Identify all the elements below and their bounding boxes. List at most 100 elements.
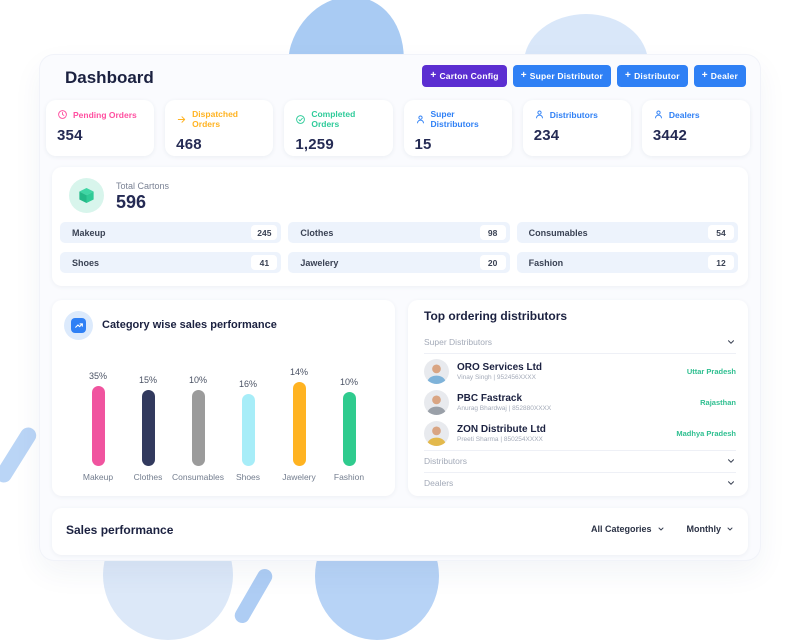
distributor-state: Uttar Pradesh: [686, 367, 736, 376]
stat-card-pending-orders: Pending Orders 354: [46, 100, 155, 156]
pill-count: 98: [479, 225, 506, 240]
stat-card-completed-orders: Completed Orders 1,259: [284, 100, 393, 156]
avatar: [424, 421, 449, 446]
total-cartons-panel: Total Cartons 596 Makeup 245 Clothes 98 …: [52, 167, 748, 286]
distributor-name: PBC Fastrack: [457, 392, 523, 404]
dealer-button[interactable]: + Dealer: [693, 65, 746, 87]
stat-label: Dealers: [668, 109, 700, 120]
accordion-distributors[interactable]: Distributors: [424, 452, 736, 470]
pill-label: Consumables: [528, 227, 588, 238]
bar: [141, 390, 155, 466]
stat-card-distributors: Distributors 234: [522, 100, 631, 156]
bar: [191, 390, 205, 466]
bar-value-label: 10%: [188, 375, 207, 385]
super-distributor-button[interactable]: + Super Distributor: [512, 65, 612, 87]
plus-icon: +: [430, 70, 437, 81]
list-item-zon-distribute[interactable]: ZON Distribute Ltd Preeti Sharma | 85025…: [424, 418, 736, 449]
check-circle-icon: [296, 114, 306, 124]
chevron-down-icon[interactable]: [657, 525, 665, 533]
period-filter-dropdown[interactable]: Monthly: [687, 524, 735, 534]
divider: [424, 450, 736, 451]
bar-fashion: 10% Fashion: [321, 377, 377, 482]
list-item-oro-services[interactable]: ORO Services Ltd Vinay Singh | 952456XXX…: [424, 356, 736, 387]
clock-icon: [58, 110, 67, 119]
period-filter-value: Monthly: [686, 524, 722, 534]
arrow-right-icon: [178, 115, 186, 123]
stat-value: 354: [57, 127, 83, 144]
carton-pill-makeup: Makeup 245: [60, 222, 282, 243]
bar: [342, 392, 356, 466]
top-distributors-panel: Top ordering distributors Super Distribu…: [408, 300, 748, 496]
pill-count: 41: [251, 255, 278, 270]
plus-icon: +: [625, 70, 632, 81]
stat-label: Super Distributors: [430, 109, 479, 129]
bar-category-label: Consumables: [172, 472, 224, 482]
divider: [424, 353, 736, 354]
bar-value-label: 15%: [138, 375, 157, 385]
carton-pill-shoes: Shoes 41: [60, 252, 282, 273]
carton-config-button[interactable]: + Carton Config: [422, 65, 507, 87]
top-distributors-title: Top ordering distributors: [424, 309, 568, 323]
pill-label: Jawelery: [300, 257, 339, 268]
super-distributor-list: ORO Services Ltd Vinay Singh | 952456XXX…: [424, 356, 736, 449]
category-sales-panel: Category wise sales performance 35% Make…: [52, 300, 395, 496]
distributor-button[interactable]: + Distributor: [617, 65, 688, 87]
bar-category-label: Makeup: [82, 472, 114, 482]
list-item-pbc-fastrack[interactable]: PBC Fastrack Anurag Bhardwaj | 852880XXX…: [424, 387, 736, 418]
bar: [91, 386, 105, 466]
accordion-dealers[interactable]: Dealers: [424, 474, 736, 492]
distributor-contact: Preeti Sharma | 850254XXXX: [457, 436, 543, 444]
decor-stick-left: [0, 424, 40, 486]
accordion-super-distributors[interactable]: Super Distributors: [424, 333, 736, 351]
distributor-contact: Anurag Bhardwaj | 852880XXXX: [457, 405, 552, 413]
distributor-name: ORO Services Ltd: [457, 361, 543, 373]
stat-label: Completed Orders: [311, 109, 356, 129]
avatar: [424, 390, 449, 415]
super-distributor-button-label: Super Distributor: [529, 71, 604, 81]
stat-value: 1,259: [295, 136, 334, 153]
sales-filters: All Categories Monthly: [591, 524, 734, 534]
distributor-button-label: Distributor: [634, 71, 680, 81]
stat-card-dealers: Dealers 3442: [641, 100, 751, 156]
bar-jawelery: 14% Jawelery: [271, 367, 327, 482]
accordion-label: Dealers: [424, 478, 454, 488]
carton-pill-fashion: Fashion 12: [516, 252, 738, 273]
avatar: [424, 359, 449, 384]
dealer-button-label: Dealer: [710, 71, 738, 81]
user-icon: [416, 115, 424, 123]
accordion-label: Distributors: [424, 456, 467, 466]
accordion-label: Super Distributors: [424, 337, 493, 347]
stat-label: Distributors: [549, 109, 598, 120]
stat-value: 234: [533, 127, 560, 144]
carton-pill-jawelery: Jawelery 20: [288, 252, 510, 273]
chevron-down-icon[interactable]: [726, 337, 736, 347]
stat-card-dispatched-orders: Dispatched Orders 468: [165, 100, 274, 156]
decor-stick-bottom: [232, 566, 275, 626]
bar-shoes: 16% Shoes: [220, 379, 276, 482]
carton-pill-clothes: Clothes 98: [288, 222, 510, 243]
bar-clothes: 15% Clothes: [120, 375, 176, 482]
carton-pill-consumables: Consumables 54: [516, 222, 738, 243]
distributor-name: ZON Distribute Ltd: [457, 423, 546, 435]
distributor-state: Rajasthan: [700, 398, 736, 407]
bar: [292, 382, 306, 466]
bar-category-label: Shoes: [235, 472, 261, 482]
stat-value: 15: [414, 136, 432, 153]
bar-consumables: 10% Consumables: [170, 375, 226, 482]
bar-value-label: 35%: [88, 371, 107, 381]
pill-label: Shoes: [72, 257, 100, 268]
carton-box-icon: [69, 178, 104, 213]
pill-count: 20: [479, 255, 506, 270]
bar-value-label: 14%: [289, 367, 308, 377]
chevron-down-icon[interactable]: [726, 456, 736, 466]
total-cartons-value: 596: [116, 192, 147, 212]
user-icon: [535, 110, 543, 119]
bar-category-label: Clothes: [133, 472, 163, 482]
chevron-down-icon[interactable]: [726, 525, 734, 533]
category-chart-title: Category wise sales performance: [102, 319, 277, 331]
plus-icon: +: [520, 70, 527, 81]
category-filter-dropdown[interactable]: All Categories: [591, 524, 665, 534]
pill-count: 12: [707, 255, 734, 270]
bar: [241, 394, 255, 466]
chevron-down-icon[interactable]: [726, 478, 736, 488]
